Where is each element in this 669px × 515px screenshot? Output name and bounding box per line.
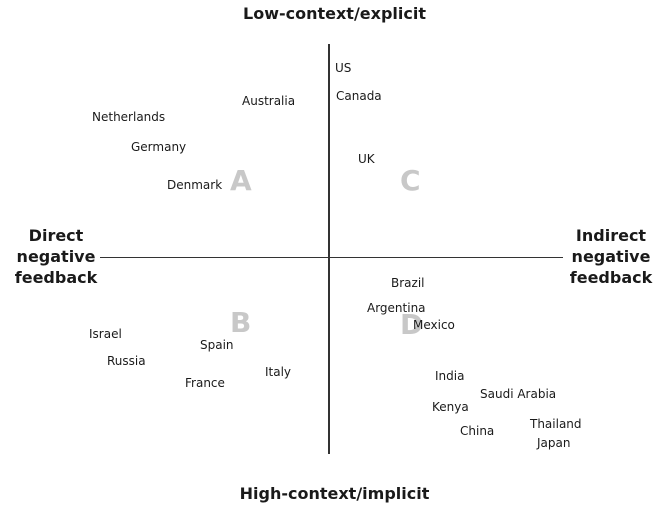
quadrant-label-d: D bbox=[400, 308, 424, 341]
country-label-netherlands: Netherlands bbox=[92, 110, 166, 124]
country-label-india: India bbox=[435, 369, 465, 383]
axis-title-left-line: feedback bbox=[14, 268, 98, 287]
axis-title-right-line: Indirect bbox=[575, 226, 647, 245]
country-label-denmark: Denmark bbox=[167, 178, 223, 192]
axis-title-left: Direct negative feedback bbox=[8, 225, 104, 288]
axis-title-right-line: feedback bbox=[569, 268, 653, 287]
axis-title-top: Low-context/explicit bbox=[243, 4, 426, 23]
country-label-israel: Israel bbox=[89, 327, 122, 341]
country-label-saudi-arabia: Saudi Arabia bbox=[480, 387, 557, 401]
quadrant-label-b: B bbox=[230, 306, 252, 339]
country-label-kenya: Kenya bbox=[432, 400, 469, 414]
country-label-russia: Russia bbox=[107, 354, 146, 368]
country-label-argentina: Argentina bbox=[367, 301, 426, 315]
axis-title-left-line: negative bbox=[16, 247, 96, 266]
country-label-thailand: Thailand bbox=[530, 417, 582, 431]
country-label-japan: Japan bbox=[537, 436, 571, 450]
horizontal-axis-line bbox=[100, 257, 563, 258]
country-label-china: China bbox=[460, 424, 495, 438]
country-label-mexico: Mexico bbox=[413, 318, 455, 332]
country-label-us: US bbox=[335, 61, 352, 75]
axis-title-right: Indirect negative feedback bbox=[563, 225, 659, 288]
country-label-italy: Italy bbox=[265, 365, 292, 379]
country-label-canada: Canada bbox=[336, 89, 382, 103]
country-label-spain: Spain bbox=[200, 338, 234, 352]
vertical-axis-line bbox=[328, 44, 330, 454]
country-label-germany: Germany bbox=[131, 140, 187, 154]
quadrant-label-c: C bbox=[400, 164, 421, 197]
axis-title-right-line: negative bbox=[571, 247, 651, 266]
country-label-brazil: Brazil bbox=[391, 276, 425, 290]
country-label-france: France bbox=[185, 376, 225, 390]
quadrant-label-a: A bbox=[230, 164, 252, 197]
country-label-australia: Australia bbox=[242, 94, 296, 108]
axis-title-left-line: Direct bbox=[28, 226, 84, 245]
country-label-uk: UK bbox=[358, 152, 375, 166]
axis-title-bottom: High-context/implicit bbox=[239, 484, 430, 503]
